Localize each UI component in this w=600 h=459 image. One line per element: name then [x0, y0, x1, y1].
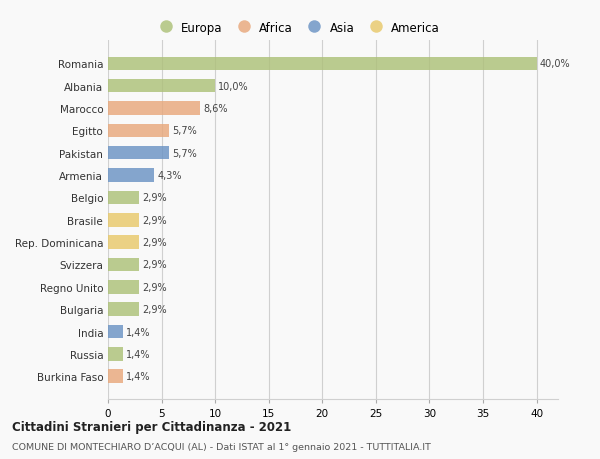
Text: 2,9%: 2,9%	[142, 260, 167, 270]
Text: 2,9%: 2,9%	[142, 215, 167, 225]
Bar	[108, 102, 200, 116]
Bar	[108, 258, 139, 272]
Text: 2,9%: 2,9%	[142, 193, 167, 203]
Bar	[108, 236, 139, 249]
Text: 1,4%: 1,4%	[126, 327, 151, 337]
Text: 1,4%: 1,4%	[126, 349, 151, 359]
Text: 10,0%: 10,0%	[218, 82, 249, 91]
Text: 5,7%: 5,7%	[172, 126, 197, 136]
Text: 2,9%: 2,9%	[142, 304, 167, 314]
Text: 2,9%: 2,9%	[142, 282, 167, 292]
Text: 40,0%: 40,0%	[540, 59, 571, 69]
Bar	[108, 213, 139, 227]
Bar	[108, 57, 536, 71]
Bar	[108, 191, 139, 205]
Bar	[108, 303, 139, 316]
Text: COMUNE DI MONTECHIARO D’ACQUI (AL) - Dati ISTAT al 1° gennaio 2021 - TUTTITALIA.: COMUNE DI MONTECHIARO D’ACQUI (AL) - Dat…	[12, 442, 431, 451]
Bar	[108, 280, 139, 294]
Bar	[108, 169, 154, 182]
Text: 8,6%: 8,6%	[203, 104, 228, 114]
Text: 4,3%: 4,3%	[157, 171, 182, 181]
Bar	[108, 124, 169, 138]
Bar	[108, 347, 123, 361]
Bar	[108, 369, 123, 383]
Text: 5,7%: 5,7%	[172, 148, 197, 158]
Legend: Europa, Africa, Asia, America: Europa, Africa, Asia, America	[149, 17, 445, 39]
Text: Cittadini Stranieri per Cittadinanza - 2021: Cittadini Stranieri per Cittadinanza - 2…	[12, 420, 291, 433]
Bar	[108, 147, 169, 160]
Text: 2,9%: 2,9%	[142, 238, 167, 247]
Bar	[108, 80, 215, 93]
Bar	[108, 325, 123, 338]
Text: 1,4%: 1,4%	[126, 371, 151, 381]
